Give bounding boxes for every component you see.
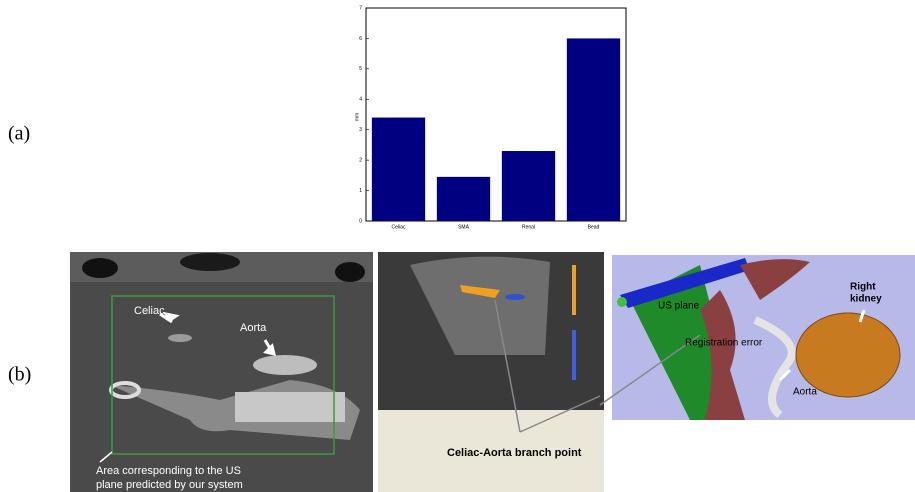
y-axis-label: mm <box>354 113 360 121</box>
x-tick-label: SMA <box>458 224 470 230</box>
render-label: Right <box>850 282 876 293</box>
ct-label: Celiac <box>134 305 165 317</box>
bar <box>502 151 555 221</box>
bar <box>437 177 490 221</box>
y-tick-label: 4 <box>359 97 362 103</box>
ct-image <box>70 252 373 492</box>
panel-label: (b) <box>8 364 31 386</box>
y-tick-label: 3 <box>359 127 362 133</box>
ct-caption: plane predicted by our system <box>96 479 243 491</box>
render-label: Aorta <box>793 387 817 398</box>
ct-label: Aorta <box>240 322 267 334</box>
y-tick-label: 5 <box>359 66 362 72</box>
render-label: Registration error <box>685 338 763 349</box>
x-tick-label: Celiac <box>392 224 406 230</box>
figure: (a) (b) mm Celiac Aorta Area correspondi… <box>0 0 915 492</box>
y-tick-label: 0 <box>359 218 362 224</box>
x-tick-label: Bead <box>588 224 600 230</box>
panel-label: (a) <box>8 123 30 145</box>
y-tick-label: 2 <box>359 157 362 163</box>
x-tick-label: Renal <box>522 224 535 230</box>
us-caption: Celiac-Aorta branch point <box>447 447 582 459</box>
bar <box>372 118 425 221</box>
y-tick-label: 6 <box>359 36 362 42</box>
render-label: kidney <box>850 294 882 305</box>
y-tick-label: 1 <box>359 188 362 194</box>
ct-caption: Area corresponding to the US <box>96 465 241 477</box>
bar <box>567 38 620 221</box>
y-tick-label: 7 <box>359 5 362 11</box>
render-label: US plane <box>658 301 700 312</box>
